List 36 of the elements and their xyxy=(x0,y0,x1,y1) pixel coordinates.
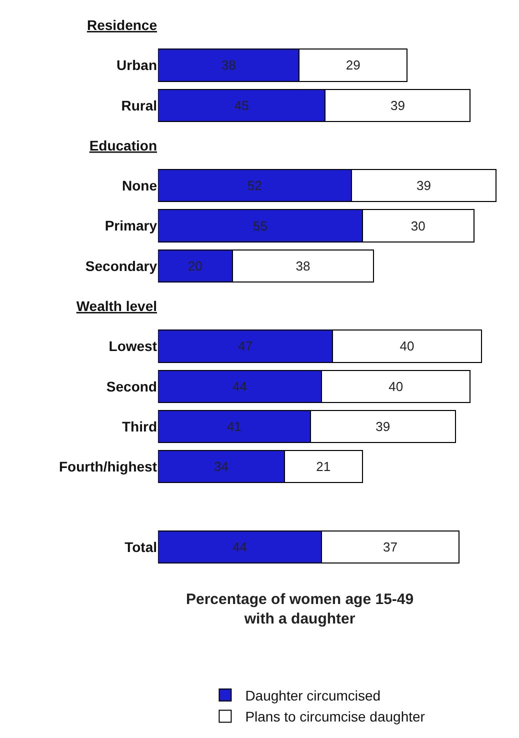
y-tick-label: Residence xyxy=(86,16,158,33)
x-axis-title: Percentage of women age 15-49 with a daughter xyxy=(186,591,414,628)
data-label: 40 xyxy=(400,338,414,354)
data-label: 29 xyxy=(346,58,360,73)
data-label: 52 xyxy=(247,178,262,194)
legend-label: Daughter circumcised xyxy=(245,687,381,704)
data-label: 37 xyxy=(383,539,398,554)
data-label: 38 xyxy=(221,58,236,73)
data-label: 45 xyxy=(234,98,249,113)
data-label: 39 xyxy=(416,178,431,194)
data-label: 44 xyxy=(232,378,247,394)
data-label: 20 xyxy=(188,258,202,274)
data-label: 41 xyxy=(226,419,242,434)
data-label: 55 xyxy=(252,218,268,234)
data-label: 30 xyxy=(410,218,426,234)
y-tick-label: Urban xyxy=(116,57,157,74)
data-label: 39 xyxy=(390,98,405,113)
data-label: 39 xyxy=(376,419,390,434)
y-tick-label: Second xyxy=(106,378,157,394)
data-label: 40 xyxy=(388,378,404,394)
y-tick-label: None xyxy=(122,178,158,194)
data-label: 38 xyxy=(296,258,310,274)
data-label: 47 xyxy=(238,338,253,354)
y-tick-label: Total xyxy=(124,538,157,555)
y-tick-label: Fourth/highest xyxy=(59,458,158,475)
y-tick-label: Rural xyxy=(121,97,157,114)
y-tick-label: Third xyxy=(122,418,157,434)
y-tick-label: Secondary xyxy=(85,258,158,274)
data-label: 44 xyxy=(232,539,247,554)
y-tick-label: Wealth level xyxy=(76,298,157,314)
data-label: 21 xyxy=(316,459,331,474)
data-label: 34 xyxy=(214,459,228,474)
y-tick-label: Lowest xyxy=(108,338,158,354)
y-tick-label: Primary xyxy=(104,218,158,234)
y-tick-label: Education xyxy=(89,137,157,154)
legend-label: Plans to circumcise daughter xyxy=(245,708,426,725)
